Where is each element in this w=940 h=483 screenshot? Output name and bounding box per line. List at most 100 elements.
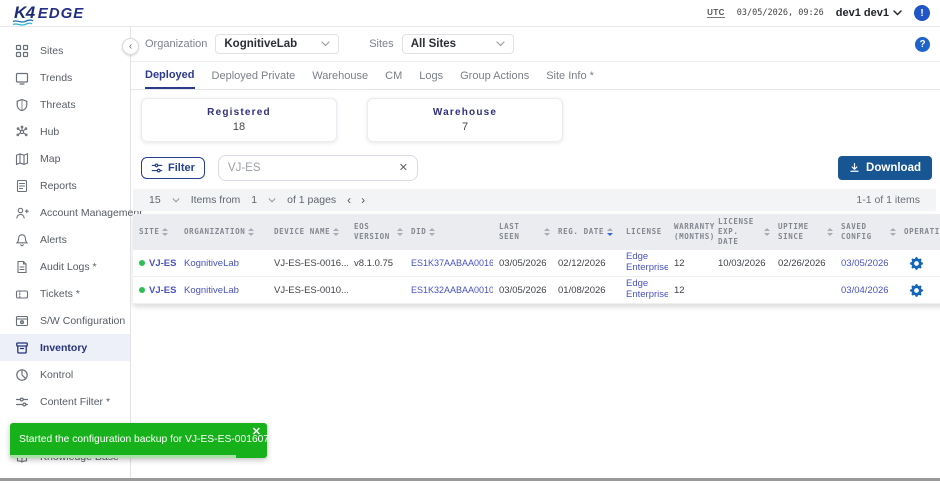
- last-seen-cell: 03/05/2026: [499, 257, 547, 269]
- did-link[interactable]: ES1K37AABAA001607: [411, 258, 493, 269]
- sort-icon[interactable]: [333, 228, 340, 237]
- sidebar-item-content-filter[interactable]: Content Filter *: [0, 388, 130, 415]
- chevron-down-icon: [893, 10, 902, 16]
- sidebar-item-sw-configuration[interactable]: S/W Configuration: [0, 307, 130, 334]
- filter-toolbar: Filter ✕ Download: [131, 154, 940, 181]
- column-header-warranty-months[interactable]: WARRANTY (MONTHS): [674, 222, 715, 242]
- pie-icon: [15, 368, 29, 382]
- table-header-row: SITE ORGANIZATION DEVICE NAME EOS VERSIO…: [133, 214, 940, 251]
- sort-icon[interactable]: [248, 228, 255, 237]
- device-name-cell: VJ-ES-ES-0010...: [274, 284, 348, 296]
- column-header-did[interactable]: DID: [405, 224, 493, 240]
- sort-icon[interactable]: [429, 228, 436, 237]
- sidebar-item-sites[interactable]: Sites: [0, 37, 130, 64]
- clear-search-icon[interactable]: ✕: [398, 162, 408, 174]
- sidebar-item-hub[interactable]: Hub: [0, 118, 130, 145]
- sidebar-item-label: Hub: [40, 125, 60, 138]
- organization-select[interactable]: KognitiveLab: [215, 34, 340, 54]
- device-name-cell: VJ-ES-ES-0016...: [274, 257, 348, 269]
- page-size-value: 15: [149, 194, 161, 206]
- organization-link[interactable]: KognitiveLab: [184, 257, 239, 269]
- sidebar-item-kontrol[interactable]: Kontrol: [0, 361, 130, 388]
- operations-gear-icon[interactable]: [898, 283, 940, 297]
- registered-card-label: Registered: [207, 107, 271, 118]
- help-icon[interactable]: ?: [915, 36, 930, 52]
- tab-deployed-private[interactable]: Deployed Private: [211, 69, 296, 82]
- download-button[interactable]: Download: [838, 155, 932, 180]
- tab-warehouse[interactable]: Warehouse: [312, 69, 369, 82]
- tab-deployed[interactable]: Deployed: [145, 62, 195, 89]
- logo-edge-text: EDGE: [37, 5, 85, 22]
- filter-button[interactable]: Filter: [141, 156, 205, 179]
- tab-group-actions[interactable]: Group Actions: [460, 69, 530, 82]
- main-content: Organization KognitiveLab Sites All Site…: [131, 27, 940, 478]
- column-header-license[interactable]: LICENSE: [626, 227, 662, 237]
- column-header-reg-date[interactable]: REG. DATE: [552, 224, 620, 240]
- horizontal-scrollbar[interactable]: [0, 478, 940, 481]
- tab-logs[interactable]: Logs: [419, 69, 444, 82]
- sites-select[interactable]: All Sites: [401, 34, 514, 54]
- users-icon: [15, 206, 29, 220]
- saved-config-link[interactable]: 03/04/2026: [841, 284, 889, 296]
- sort-icon[interactable]: [827, 228, 833, 237]
- column-header-eos-version[interactable]: EOS VERSION: [348, 219, 405, 245]
- chevron-down-icon[interactable]: [268, 197, 276, 203]
- search-box: ✕: [217, 154, 418, 181]
- saved-config-link[interactable]: 03/05/2026: [841, 257, 889, 269]
- site-link[interactable]: VJ-ES: [149, 257, 177, 269]
- user-menu[interactable]: dev1 dev1: [836, 7, 902, 19]
- sort-icon[interactable]: [397, 228, 403, 237]
- archive-icon: [15, 341, 29, 355]
- sidebar-item-threats[interactable]: Threats: [0, 91, 130, 118]
- sidebar-item-reports[interactable]: Reports: [0, 172, 130, 199]
- chevron-down-icon[interactable]: [172, 197, 180, 203]
- sidebar-item-tickets[interactable]: Tickets *: [0, 280, 130, 307]
- column-header-saved-config[interactable]: SAVED CONFIG: [835, 219, 898, 245]
- notification-badge-icon[interactable]: !: [914, 5, 930, 21]
- sidebar-item-audit-logs[interactable]: Audit Logs *: [0, 253, 130, 280]
- next-page-icon[interactable]: ›: [361, 193, 366, 207]
- operations-gear-icon[interactable]: [898, 256, 940, 270]
- search-input[interactable]: [227, 161, 399, 174]
- prev-page-icon[interactable]: ‹: [347, 193, 352, 207]
- column-header-license-exp-date[interactable]: LICENSE EXP. DATE: [712, 214, 772, 250]
- devices-table: SITE ORGANIZATION DEVICE NAME EOS VERSIO…: [133, 214, 940, 305]
- grid-icon: [15, 44, 29, 58]
- download-button-label: Download: [866, 161, 921, 174]
- close-icon[interactable]: ✕: [251, 426, 261, 438]
- sidebar-item-label: Alerts: [40, 233, 67, 246]
- column-header-uptime-since[interactable]: UPTIME SINCE: [772, 219, 835, 245]
- context-toolbar: Organization KognitiveLab Sites All Site…: [131, 27, 940, 62]
- tab-cm[interactable]: CM: [385, 69, 403, 82]
- sort-icon[interactable]: [607, 228, 614, 237]
- utc-toggle[interactable]: UTC: [707, 8, 725, 18]
- column-header-device-name[interactable]: DEVICE NAME: [268, 224, 348, 240]
- column-header-organization[interactable]: ORGANIZATION: [178, 224, 268, 240]
- sort-icon[interactable]: [890, 228, 896, 237]
- sidebar-item-alerts[interactable]: Alerts: [0, 226, 130, 253]
- site-link[interactable]: VJ-ES: [149, 284, 177, 296]
- sort-icon[interactable]: [764, 228, 770, 237]
- sidebar-item-label: Threats: [40, 98, 76, 111]
- license-link[interactable]: Edge Enterprise: [626, 279, 668, 301]
- tab-site-info[interactable]: Site Info *: [546, 69, 594, 82]
- sidebar-item-map[interactable]: Map: [0, 145, 130, 172]
- sidebar-item-inventory[interactable]: Inventory: [0, 334, 130, 361]
- did-link[interactable]: ES1K32AABAA001046: [411, 285, 493, 296]
- column-header-last-seen[interactable]: LAST SEEN: [493, 219, 552, 245]
- license-link[interactable]: Edge Enterprise: [626, 252, 668, 274]
- sort-icon[interactable]: [162, 228, 169, 237]
- report-icon: [15, 179, 29, 193]
- sidebar-item-account-management[interactable]: Account Management: [0, 199, 142, 226]
- column-header-operations: OPERATIONS: [904, 227, 940, 237]
- organization-link[interactable]: KognitiveLab: [184, 284, 239, 296]
- sidebar-collapse-button[interactable]: ‹: [122, 38, 139, 55]
- of-pages-label: of 1 pages: [287, 194, 337, 206]
- sidebar-item-trends[interactable]: Trends: [0, 64, 130, 91]
- sort-icon[interactable]: [544, 228, 550, 237]
- k4edge-logo[interactable]: K4 EDGE: [12, 3, 85, 26]
- pagination-bar: 15 Items from 1 of 1 pages ‹ › 1-1 of 1 …: [133, 189, 936, 211]
- logo-waves-icon: [12, 19, 34, 26]
- column-header-site[interactable]: SITE: [133, 224, 178, 240]
